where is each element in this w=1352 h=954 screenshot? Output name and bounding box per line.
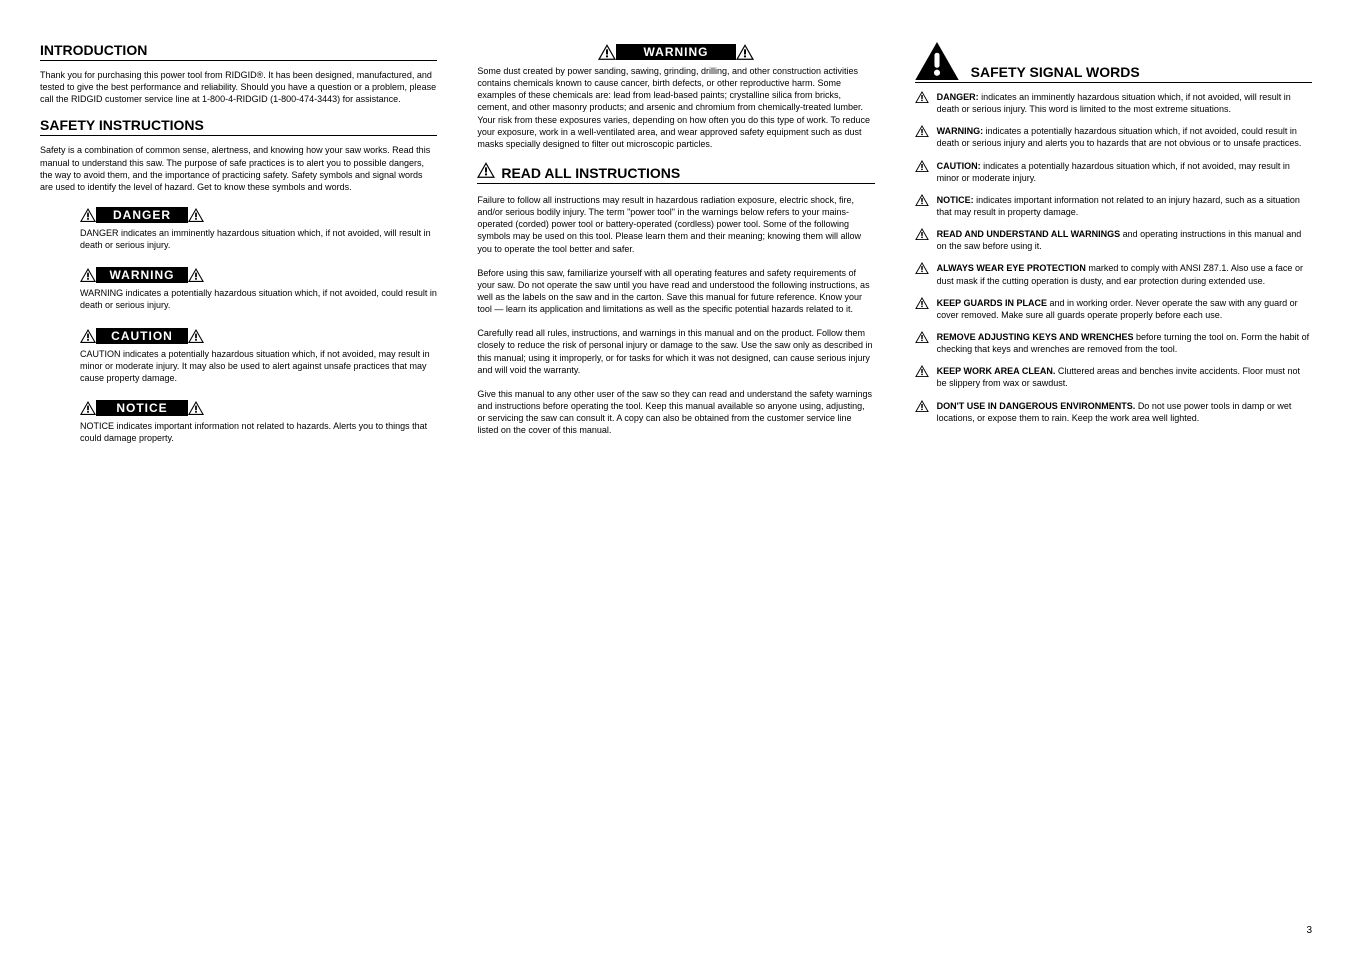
warning-icon: [188, 208, 204, 222]
signal-label: WARNING: [96, 267, 188, 283]
signal-desc: DANGER indicates an imminently hazardous…: [80, 227, 437, 251]
instructions-para-4: Give this manual to any other user of th…: [477, 388, 874, 437]
signal-desc: WARNING indicates a potentially hazardou…: [80, 287, 437, 311]
instructions-para-3: Carefully read all rules, instructions, …: [477, 327, 874, 376]
list-item: KEEP WORK AREA CLEAN. Cluttered areas an…: [915, 365, 1312, 389]
warning-icon: [598, 44, 616, 60]
warning-icon: [80, 329, 96, 343]
warning-icon: [80, 401, 96, 415]
warning-icon: [80, 208, 96, 222]
list-item: READ AND UNDERSTAND ALL WARNINGS and ope…: [915, 228, 1312, 252]
signal-label: NOTICE: [96, 400, 188, 416]
warning-icon: [915, 262, 929, 286]
list-item-text: ALWAYS WEAR EYE PROTECTION marked to com…: [937, 262, 1312, 286]
heading-text: READ ALL INSTRUCTIONS: [501, 165, 680, 181]
heading-text: SAFETY SIGNAL WORDS: [971, 64, 1140, 80]
page: INTRODUCTION Thank you for purchasing th…: [40, 42, 1312, 458]
warning-icon: [915, 297, 929, 321]
warning-icon: [915, 91, 929, 115]
warning-icon: [736, 44, 754, 60]
warning-icon: [915, 365, 929, 389]
column-3: SAFETY SIGNAL WORDS DANGER: indicates an…: [915, 42, 1312, 458]
signal-word-list: DANGER: indicates an imminently hazardou…: [915, 91, 1312, 434]
signal-danger: DANGER DANGER indicates an imminently ha…: [40, 205, 437, 265]
list-item-text: WARNING: indicates a potentially hazardo…: [937, 125, 1312, 149]
warning-icon: [477, 162, 495, 178]
signal-box: DANGER: [80, 207, 204, 223]
list-item-text: KEEP GUARDS IN PLACE and in working orde…: [937, 297, 1312, 321]
list-item-text: READ AND UNDERSTAND ALL WARNINGS and ope…: [937, 228, 1312, 252]
intro-heading: INTRODUCTION: [40, 42, 437, 61]
list-item-text: DON'T USE IN DANGEROUS ENVIRONMENTS. Do …: [937, 400, 1312, 424]
list-item: DANGER: indicates an imminently hazardou…: [915, 91, 1312, 115]
list-item-text: NOTICE: indicates important information …: [937, 194, 1312, 218]
signal-warning: WARNING WARNING indicates a potentially …: [40, 265, 437, 325]
list-item: CAUTION: indicates a potentially hazardo…: [915, 160, 1312, 184]
list-item-text: CAUTION: indicates a potentially hazardo…: [937, 160, 1312, 184]
warning-icon: [915, 331, 929, 355]
signal-caution: CAUTION CAUTION indicates a potentially …: [40, 326, 437, 398]
dust-warning-para: Some dust created by power sanding, sawi…: [477, 65, 874, 150]
signal-box: WARNING: [598, 44, 754, 60]
instructions-para-2: Before using this saw, familiarize yours…: [477, 267, 874, 316]
list-item: DON'T USE IN DANGEROUS ENVIRONMENTS. Do …: [915, 400, 1312, 424]
list-item-text: KEEP WORK AREA CLEAN. Cluttered areas an…: [937, 365, 1312, 389]
warning-icon: [188, 329, 204, 343]
instructions-para-1: Failure to follow all instructions may r…: [477, 194, 874, 255]
page-number: 3: [1306, 925, 1312, 936]
list-item: ALWAYS WEAR EYE PROTECTION marked to com…: [915, 262, 1312, 286]
warning-icon: [915, 400, 929, 424]
list-item: KEEP GUARDS IN PLACE and in working orde…: [915, 297, 1312, 321]
column-2: WARNING Some dust created by power sandi…: [477, 42, 874, 458]
signal-label: CAUTION: [96, 328, 188, 344]
list-item: REMOVE ADJUSTING KEYS AND WRENCHES befor…: [915, 331, 1312, 355]
signal-desc: CAUTION indicates a potentially hazardou…: [80, 348, 437, 384]
signal-label: DANGER: [96, 207, 188, 223]
signal-desc: NOTICE indicates important information n…: [80, 420, 437, 444]
signal-label: WARNING: [616, 44, 736, 60]
warning-icon: [915, 42, 959, 80]
warning-icon: [80, 268, 96, 282]
warning-banner: WARNING: [477, 42, 874, 65]
list-item-text: DANGER: indicates an imminently hazardou…: [937, 91, 1312, 115]
warning-icon: [915, 228, 929, 252]
signal-notice: NOTICE NOTICE indicates important inform…: [40, 398, 437, 458]
signal-box: WARNING: [80, 267, 204, 283]
list-item: NOTICE: indicates important information …: [915, 194, 1312, 218]
signal-box: NOTICE: [80, 400, 204, 416]
warning-icon: [915, 160, 929, 184]
warning-icon: [915, 194, 929, 218]
safety-intro-para: Safety is a combination of common sense,…: [40, 144, 437, 193]
column-1: INTRODUCTION Thank you for purchasing th…: [40, 42, 437, 458]
intro-para: Thank you for purchasing this power tool…: [40, 69, 437, 105]
warning-icon: [915, 125, 929, 149]
read-instructions-heading: READ ALL INSTRUCTIONS: [477, 162, 874, 184]
signal-box: CAUTION: [80, 328, 204, 344]
safety-heading: SAFETY INSTRUCTIONS: [40, 117, 437, 136]
list-item: WARNING: indicates a potentially hazardo…: [915, 125, 1312, 149]
warning-icon: [188, 401, 204, 415]
warning-icon: [188, 268, 204, 282]
signal-words-heading: SAFETY SIGNAL WORDS: [915, 42, 1312, 83]
list-item-text: REMOVE ADJUSTING KEYS AND WRENCHES befor…: [937, 331, 1312, 355]
